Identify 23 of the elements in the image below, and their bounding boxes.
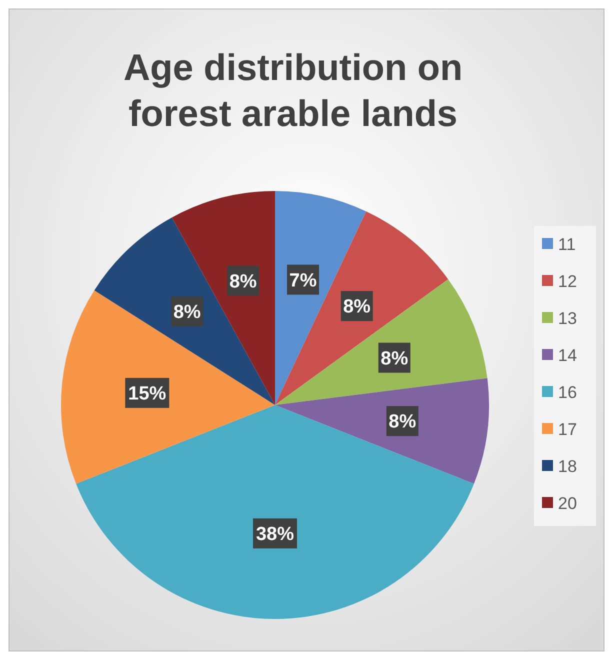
legend-label: 12 bbox=[558, 272, 577, 291]
data-label: 7% bbox=[289, 270, 317, 292]
legend-label: 17 bbox=[558, 420, 577, 439]
chart-title: Age distribution on forest arable lands bbox=[123, 47, 463, 134]
data-label: 15% bbox=[128, 384, 166, 405]
pie-slice bbox=[275, 211, 448, 405]
data-label: 38% bbox=[256, 524, 294, 546]
pie-slice bbox=[76, 405, 474, 619]
legend-label: 20 bbox=[558, 494, 577, 513]
data-label: 8% bbox=[229, 271, 257, 292]
legend-label: 18 bbox=[558, 456, 577, 476]
data-label: 8% bbox=[388, 412, 416, 433]
legend-label: 11 bbox=[558, 234, 576, 254]
legend-label: 14 bbox=[558, 346, 577, 365]
data-label: 8% bbox=[173, 302, 201, 324]
data-label: 8% bbox=[343, 296, 371, 318]
legend-label: 13 bbox=[558, 308, 577, 328]
pie-slice bbox=[275, 378, 489, 484]
legend-label: 16 bbox=[558, 382, 577, 402]
pie-slice bbox=[94, 217, 275, 405]
data-label: 8% bbox=[380, 348, 408, 370]
pie-slice bbox=[61, 290, 275, 484]
pie-slice bbox=[172, 191, 275, 405]
